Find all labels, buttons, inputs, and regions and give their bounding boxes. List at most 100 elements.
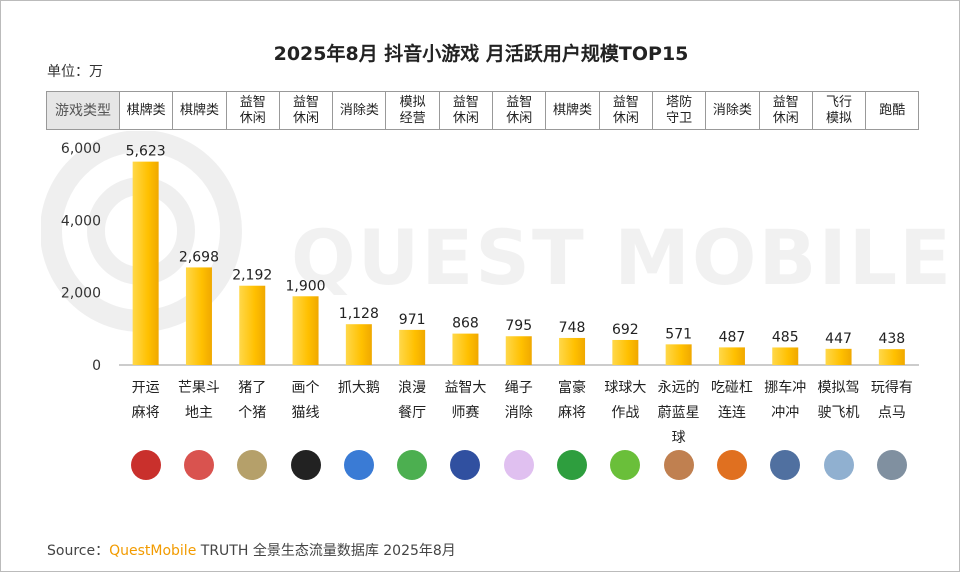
game-app-icon bbox=[237, 450, 268, 480]
bar bbox=[292, 296, 319, 365]
data-label: 2,192 bbox=[232, 268, 272, 284]
source-note: Source：QuestMobile TRUTH 全景生态流量数据库 2025年… bbox=[47, 540, 456, 560]
game-app-icon bbox=[610, 450, 641, 480]
category-cell: 模拟 经营 bbox=[385, 92, 438, 129]
game-app-icon bbox=[290, 450, 321, 480]
data-label: 971 bbox=[399, 312, 426, 328]
watermark-text: QUEST MOBILE bbox=[291, 213, 954, 302]
category-cell: 棋牌类 bbox=[172, 92, 225, 129]
category-cell: 益智 休闲 bbox=[225, 92, 279, 129]
bar bbox=[185, 267, 212, 365]
source-rest: TRUTH 全景生态流量数据库 2025年8月 bbox=[196, 543, 456, 559]
x-tick-label: 球球大 bbox=[604, 380, 646, 396]
x-tick-label: 蔚蓝星 bbox=[658, 405, 700, 421]
data-label: 2,698 bbox=[179, 249, 219, 265]
game-app-icon bbox=[503, 450, 534, 480]
game-app-icon bbox=[557, 450, 588, 480]
game-app-icon bbox=[397, 450, 428, 480]
category-cell: 益智 休闲 bbox=[438, 92, 492, 129]
category-cell: 益智 休闲 bbox=[758, 92, 812, 129]
data-label: 692 bbox=[612, 322, 639, 338]
game-app-icon bbox=[770, 450, 801, 480]
x-tick-label: 浪漫 bbox=[398, 380, 426, 396]
x-tick-label: 抓大鹅 bbox=[338, 379, 380, 396]
x-tick-label: 益智大 bbox=[444, 380, 486, 396]
game-app-icon bbox=[343, 450, 374, 480]
x-tick-label: 餐厅 bbox=[398, 405, 426, 421]
category-table: 游戏类型 棋牌类 棋牌类 益智 休闲 益智 休闲 消除类 模拟 经营 益智 休闲 益智 休闲 棋牌类 益智休… bbox=[46, 91, 920, 130]
x-tick-label: 玩得有 bbox=[871, 379, 913, 396]
bar bbox=[772, 347, 799, 365]
x-tick-label: 连连 bbox=[718, 405, 746, 421]
data-label: 795 bbox=[505, 318, 532, 334]
x-tick-label: 永远的 bbox=[658, 380, 700, 396]
x-tick-label: 芒果斗 bbox=[178, 380, 220, 396]
category-cell: 塔防 守卫 bbox=[651, 92, 705, 129]
x-tick-label: 吃碰杠 bbox=[711, 380, 753, 396]
game-app-icon bbox=[130, 450, 161, 480]
x-tick-label: 消除 bbox=[505, 405, 533, 421]
data-label: 485 bbox=[772, 329, 799, 345]
category-cell: 棋牌类 bbox=[119, 92, 172, 129]
data-label: 487 bbox=[719, 329, 746, 345]
x-tick-label: 麻将 bbox=[132, 405, 160, 421]
chart-title: 2025年8月 抖音小游戏 月活跃用户规模TOP15 bbox=[273, 43, 689, 65]
x-tick-label: 开运 bbox=[132, 380, 160, 396]
y-tick-label: 4,000 bbox=[61, 213, 101, 229]
bar bbox=[612, 339, 639, 365]
game-app-icon bbox=[450, 450, 481, 480]
x-tick-label: 猫线 bbox=[292, 405, 320, 421]
x-tick-label: 富豪 bbox=[558, 379, 586, 396]
category-cell: 益智 休闲 bbox=[598, 92, 652, 129]
game-app-icon bbox=[876, 450, 907, 480]
category-cell: 飞行 模拟 bbox=[811, 92, 865, 129]
bar bbox=[878, 349, 905, 365]
x-tick-label: 师赛 bbox=[451, 405, 479, 421]
y-tick-label: 0 bbox=[92, 358, 101, 374]
y-tick-label: 2,000 bbox=[61, 286, 101, 302]
bar bbox=[132, 161, 159, 365]
category-header: 游戏类型 bbox=[47, 92, 119, 129]
bar bbox=[825, 348, 852, 365]
x-tick-label: 球 bbox=[672, 430, 686, 446]
category-cell: 益智 休闲 bbox=[278, 92, 332, 129]
x-tick-label: 个猪 bbox=[238, 405, 266, 421]
x-tick-label: 地主 bbox=[185, 405, 213, 421]
data-label: 1,128 bbox=[339, 306, 379, 322]
x-tick-label: 绳子 bbox=[505, 380, 533, 396]
x-tick-label: 挪车冲 bbox=[764, 379, 806, 396]
game-app-icon bbox=[823, 450, 854, 480]
game-app-icon bbox=[716, 450, 747, 480]
bar bbox=[345, 324, 372, 365]
bar bbox=[665, 344, 692, 365]
x-tick-label: 作战 bbox=[611, 405, 639, 421]
data-label: 748 bbox=[559, 320, 586, 336]
category-cell: 消除类 bbox=[332, 92, 385, 129]
game-app-icon bbox=[183, 450, 214, 480]
category-cell: 跑酷 bbox=[865, 92, 918, 129]
data-label: 5,623 bbox=[126, 144, 166, 160]
bar bbox=[399, 329, 426, 365]
data-label: 868 bbox=[452, 316, 479, 332]
bar bbox=[239, 285, 266, 365]
x-tick-label: 画个 bbox=[292, 380, 320, 396]
category-cell: 益智 休闲 bbox=[492, 92, 545, 129]
x-tick-label: 冲冲 bbox=[771, 405, 799, 421]
data-label: 571 bbox=[665, 326, 692, 342]
x-tick-label: 模拟驾 bbox=[818, 380, 860, 396]
category-cell: 消除类 bbox=[705, 92, 758, 129]
source-prefix: Source： bbox=[47, 543, 110, 559]
category-cell: 棋牌类 bbox=[545, 92, 598, 129]
data-label: 447 bbox=[825, 331, 852, 347]
x-tick-label: 麻将 bbox=[558, 405, 586, 421]
y-tick-label: 6,000 bbox=[61, 141, 101, 157]
x-tick-label: 猪了 bbox=[238, 380, 266, 396]
unit-label: 单位：万 bbox=[47, 64, 103, 80]
bar bbox=[505, 336, 532, 365]
bar bbox=[718, 347, 745, 365]
x-tick-label: 点马 bbox=[878, 405, 906, 421]
data-label: 438 bbox=[878, 331, 905, 347]
bar bbox=[452, 333, 479, 365]
